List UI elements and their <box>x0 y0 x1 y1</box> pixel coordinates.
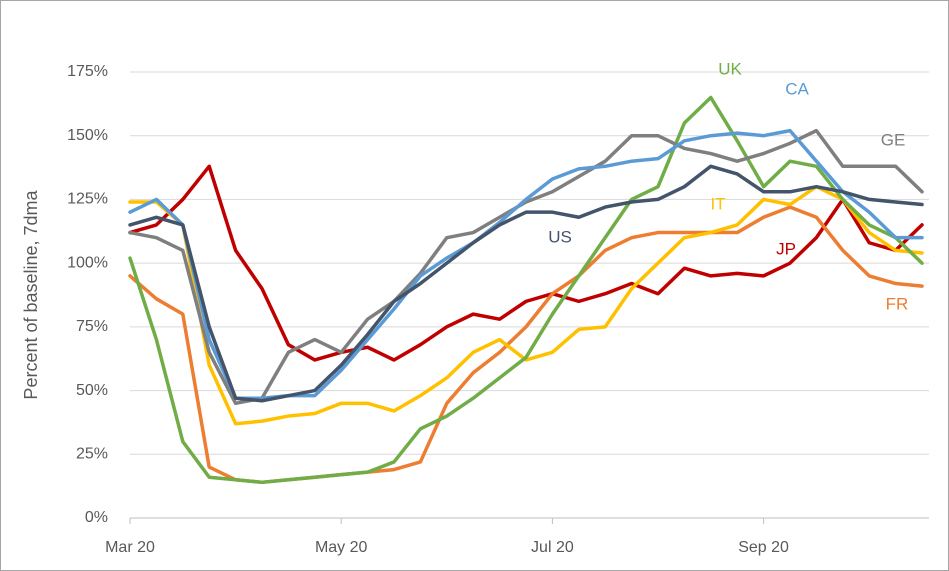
x-tick-label: Mar 20 <box>105 539 155 556</box>
series-label: US <box>548 227 572 246</box>
series-line <box>128 164 924 403</box>
series-label: JP <box>776 239 796 258</box>
series-label: CA <box>785 79 809 98</box>
series-line <box>128 164 924 362</box>
y-tick-label: 150% <box>67 127 108 144</box>
x-tick-label: Sep 20 <box>738 539 789 556</box>
series-line <box>128 184 924 426</box>
y-tick-label: 50% <box>76 382 108 399</box>
y-tick-label: 175% <box>67 63 108 80</box>
y-tick-label: 25% <box>76 446 108 463</box>
y-tick-label: 75% <box>76 318 108 335</box>
series-line <box>128 95 924 485</box>
y-tick-label: 125% <box>67 191 108 208</box>
series-label: FR <box>886 294 909 313</box>
y-axis-title: Percent of baseline, 7dma <box>21 189 41 399</box>
series-label: GE <box>881 130 906 149</box>
x-tick-label: May 20 <box>315 539 368 556</box>
series-label: UK <box>718 59 742 78</box>
y-tick-label: 0% <box>85 509 108 526</box>
series-line <box>128 128 924 400</box>
x-tick-label: Jul 20 <box>531 539 574 556</box>
y-tick-label: 100% <box>67 254 108 271</box>
series-label: IT <box>710 194 725 213</box>
